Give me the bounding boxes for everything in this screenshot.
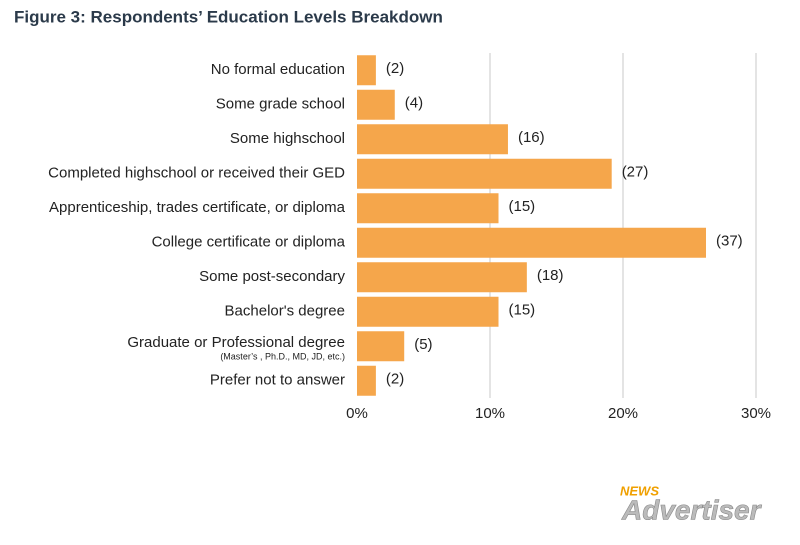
data-label: (37) [716, 233, 743, 250]
y-tick-label: Some post-secondary [199, 268, 345, 285]
bar [357, 124, 508, 155]
bar [357, 55, 376, 86]
y-tick-label: Some highschool [230, 130, 345, 147]
watermark-large: Advertiser [621, 494, 763, 525]
data-label: (18) [537, 267, 564, 284]
bar [357, 296, 499, 327]
data-label: (27) [622, 164, 649, 181]
data-label: (2) [386, 60, 404, 77]
bar [357, 227, 706, 258]
data-label: (15) [509, 198, 536, 215]
bar [357, 262, 527, 293]
x-tick-label: 20% [608, 405, 638, 422]
y-tick-note: (Master’s , Ph.D., MD, JD, etc.) [220, 352, 345, 362]
bar [357, 193, 499, 224]
x-tick-label: 30% [741, 405, 771, 422]
watermark: NEWS Advertiser [620, 483, 763, 525]
bar [357, 365, 376, 396]
chart-title: Figure 3: Respondents’ Education Levels … [14, 7, 443, 26]
bar [357, 158, 612, 189]
data-label: (4) [405, 95, 423, 112]
y-tick-label: Prefer not to answer [210, 372, 345, 389]
x-tick-label: 10% [475, 405, 505, 422]
watermark-small: NEWS [620, 483, 659, 498]
data-label: (15) [509, 302, 536, 319]
y-tick-label: Apprenticeship, trades certificate, or d… [49, 199, 346, 216]
y-tick-label: No formal education [211, 61, 345, 78]
data-label: (5) [414, 336, 432, 353]
x-tick-label: 0% [346, 405, 368, 422]
y-tick-label: Bachelor's degree [225, 303, 345, 320]
y-tick-label: Completed highschool or received their G… [48, 165, 345, 182]
data-label: (16) [518, 129, 545, 146]
bar [357, 89, 395, 120]
y-tick-label: Graduate or Professional degree [127, 334, 345, 351]
data-label: (2) [386, 371, 404, 388]
y-tick-label: Some grade school [216, 96, 345, 113]
y-tick-label: College certificate or diploma [152, 234, 346, 251]
bar [357, 331, 405, 362]
